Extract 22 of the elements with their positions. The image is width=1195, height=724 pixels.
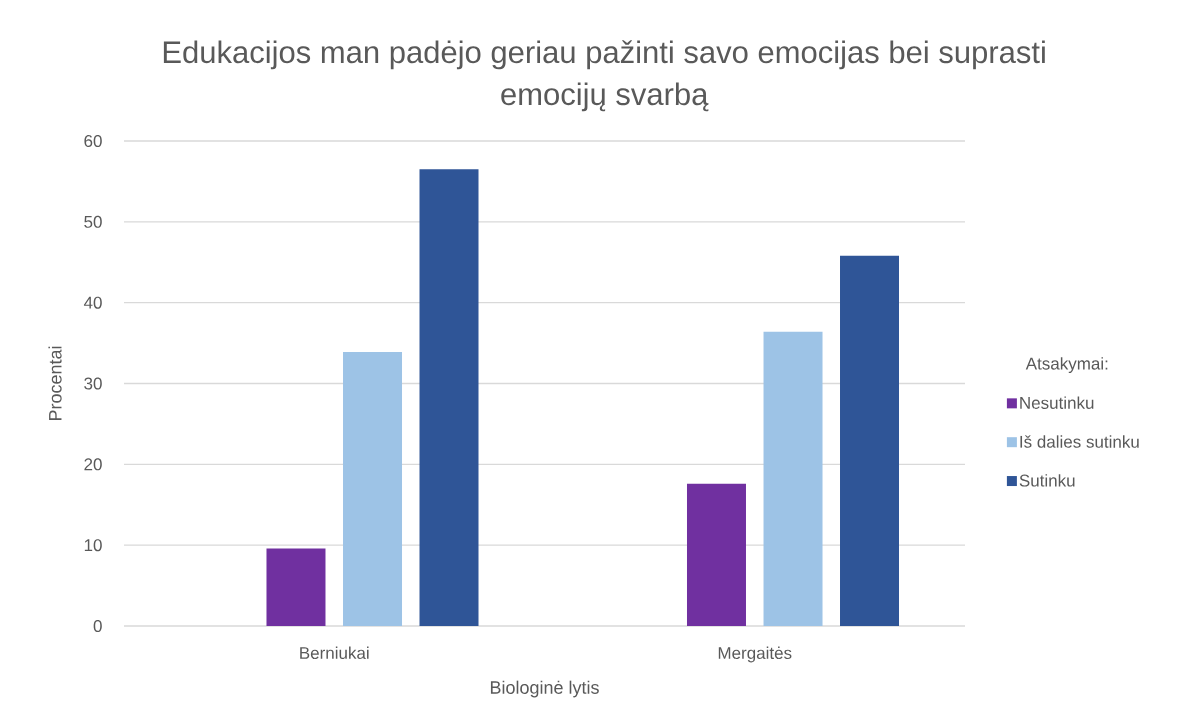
y-tick-label: 20 xyxy=(84,458,102,471)
bar xyxy=(686,483,746,626)
x-axis-title: Biologinė lytis xyxy=(490,680,599,698)
x-tick-label: Berniukai xyxy=(300,646,369,660)
bar xyxy=(266,548,326,626)
y-tick-label: 30 xyxy=(84,377,102,390)
legend-label: Sutinku xyxy=(1019,474,1075,487)
bar xyxy=(840,255,900,626)
bar xyxy=(343,351,403,626)
y-tick-label: 10 xyxy=(84,539,102,552)
legend-title: Atsakymai: xyxy=(1025,357,1108,373)
x-tick-label: Mergaitės xyxy=(718,646,792,663)
legend-label: Nesutinku xyxy=(1020,396,1094,409)
chart-title: Edukacijos man padėjo geriau pažinti savo emocijas bei suprasti emocijų svarbą xyxy=(163,40,1045,112)
legend-label: Iš dalies sutinku xyxy=(1020,435,1139,448)
bar xyxy=(419,169,479,626)
y-tick-label: 50 xyxy=(84,215,102,228)
y-tick-label: 0 xyxy=(93,619,102,633)
y-axis-title: Procentai xyxy=(48,346,62,421)
bar xyxy=(763,331,823,626)
y-tick-label: 60 xyxy=(84,134,102,148)
y-tick-label: 40 xyxy=(83,296,102,309)
